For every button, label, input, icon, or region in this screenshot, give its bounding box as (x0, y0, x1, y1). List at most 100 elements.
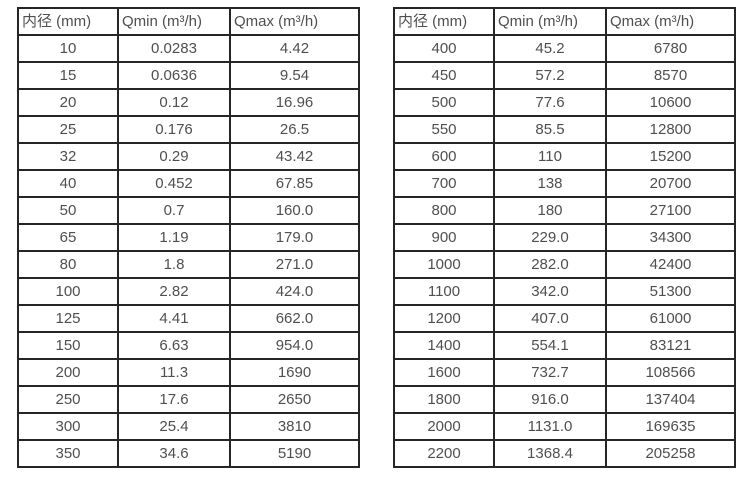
table-cell: 15200 (605, 142, 736, 171)
table-cell: 900 (393, 223, 495, 252)
table-cell: 2.82 (117, 277, 231, 306)
table-cell: 229.0 (493, 223, 607, 252)
table-cell: 1400 (393, 331, 495, 360)
table-cell: 100 (17, 277, 119, 306)
table-cell: 954.0 (229, 331, 360, 360)
table-cell: 32 (17, 142, 119, 171)
column-header: Qmax (m³/h) (229, 7, 360, 36)
table-cell: 205258 (605, 439, 736, 468)
table-cell: 1690 (229, 358, 360, 387)
table-row: 150 6.63 954.0 (17, 331, 360, 360)
table-cell: 45.2 (493, 34, 607, 63)
table-cell: 400 (393, 34, 495, 63)
table-cell: 5190 (229, 439, 360, 468)
table-row: 250 17.6 2650 (17, 385, 360, 414)
table-cell: 169635 (605, 412, 736, 441)
table-cell: 15 (17, 61, 119, 90)
table-cell: 179.0 (229, 223, 360, 252)
table-row: 2000 1131.0 169635 (393, 412, 736, 441)
header-row: 内径 (mm) Qmin (m³/h) Qmax (m³/h) (17, 7, 360, 36)
table-cell: 6.63 (117, 331, 231, 360)
header-row: 内径 (mm) Qmin (m³/h) Qmax (m³/h) (393, 7, 736, 36)
table-cell: 27100 (605, 196, 736, 225)
table-cell: 8570 (605, 61, 736, 90)
table-cell: 34.6 (117, 439, 231, 468)
column-header: 内径 (mm) (17, 7, 119, 36)
table-cell: 1131.0 (493, 412, 607, 441)
table-cell: 1000 (393, 250, 495, 279)
table-cell: 50 (17, 196, 119, 225)
table-row: 100 2.82 424.0 (17, 277, 360, 306)
table-cell: 450 (393, 61, 495, 90)
table-cell: 250 (17, 385, 119, 414)
table-cell: 1800 (393, 385, 495, 414)
table-cell: 6780 (605, 34, 736, 63)
table-cell: 4.41 (117, 304, 231, 333)
table-cell: 0.29 (117, 142, 231, 171)
table-cell: 85.5 (493, 115, 607, 144)
table-cell: 26.5 (229, 115, 360, 144)
table-cell: 2000 (393, 412, 495, 441)
table-row: 25 0.176 26.5 (17, 115, 360, 144)
table-row: 900 229.0 34300 (393, 223, 736, 252)
table-cell: 300 (17, 412, 119, 441)
table-cell: 0.7 (117, 196, 231, 225)
table-cell: 1200 (393, 304, 495, 333)
table-cell: 554.1 (493, 331, 607, 360)
table-cell: 600 (393, 142, 495, 171)
table-cell: 282.0 (493, 250, 607, 279)
table-cell: 65 (17, 223, 119, 252)
table-cell: 150 (17, 331, 119, 360)
table-row: 500 77.6 10600 (393, 88, 736, 117)
table-row: 50 0.7 160.0 (17, 196, 360, 225)
table-cell: 83121 (605, 331, 736, 360)
flow-table-small-diameters: 内径 (mm) Qmin (m³/h) Qmax (m³/h) 10 0.0283 4.4… (17, 7, 360, 468)
table-row: 600 110 15200 (393, 142, 736, 171)
table-cell: 10600 (605, 88, 736, 117)
table-cell: 424.0 (229, 277, 360, 306)
column-header: Qmax (m³/h) (605, 7, 736, 36)
table-cell: 1600 (393, 358, 495, 387)
table-row: 700 138 20700 (393, 169, 736, 198)
table-cell: 61000 (605, 304, 736, 333)
table-row: 450 57.2 8570 (393, 61, 736, 90)
table-row: 10 0.0283 4.42 (17, 34, 360, 63)
table-cell: 550 (393, 115, 495, 144)
table-cell: 180 (493, 196, 607, 225)
table-cell: 1.19 (117, 223, 231, 252)
table-cell: 137404 (605, 385, 736, 414)
table-cell: 0.176 (117, 115, 231, 144)
table-row: 1800 916.0 137404 (393, 385, 736, 414)
table-cell: 200 (17, 358, 119, 387)
table-cell: 25.4 (117, 412, 231, 441)
table-row: 80 1.8 271.0 (17, 250, 360, 279)
table-row: 1600 732.7 108566 (393, 358, 736, 387)
column-header: Qmin (m³/h) (117, 7, 231, 36)
table-cell: 57.2 (493, 61, 607, 90)
column-header: 内径 (mm) (393, 7, 495, 36)
table-row: 800 180 27100 (393, 196, 736, 225)
table-row: 20 0.12 16.96 (17, 88, 360, 117)
table-row: 1100 342.0 51300 (393, 277, 736, 306)
table-row: 125 4.41 662.0 (17, 304, 360, 333)
table-cell: 0.452 (117, 169, 231, 198)
table-cell: 732.7 (493, 358, 607, 387)
table-row: 350 34.6 5190 (17, 439, 360, 468)
table-row: 40 0.452 67.85 (17, 169, 360, 198)
table-cell: 25 (17, 115, 119, 144)
table-row: 400 45.2 6780 (393, 34, 736, 63)
table-cell: 407.0 (493, 304, 607, 333)
table-row: 2200 1368.4 205258 (393, 439, 736, 468)
table-cell: 34300 (605, 223, 736, 252)
table-cell: 80 (17, 250, 119, 279)
table-cell: 2200 (393, 439, 495, 468)
table-cell: 10 (17, 34, 119, 63)
table-cell: 350 (17, 439, 119, 468)
table-cell: 77.6 (493, 88, 607, 117)
table-cell: 125 (17, 304, 119, 333)
table-cell: 1.8 (117, 250, 231, 279)
table-row: 1200 407.0 61000 (393, 304, 736, 333)
table-cell: 16.96 (229, 88, 360, 117)
table-cell: 160.0 (229, 196, 360, 225)
table-row: 1000 282.0 42400 (393, 250, 736, 279)
